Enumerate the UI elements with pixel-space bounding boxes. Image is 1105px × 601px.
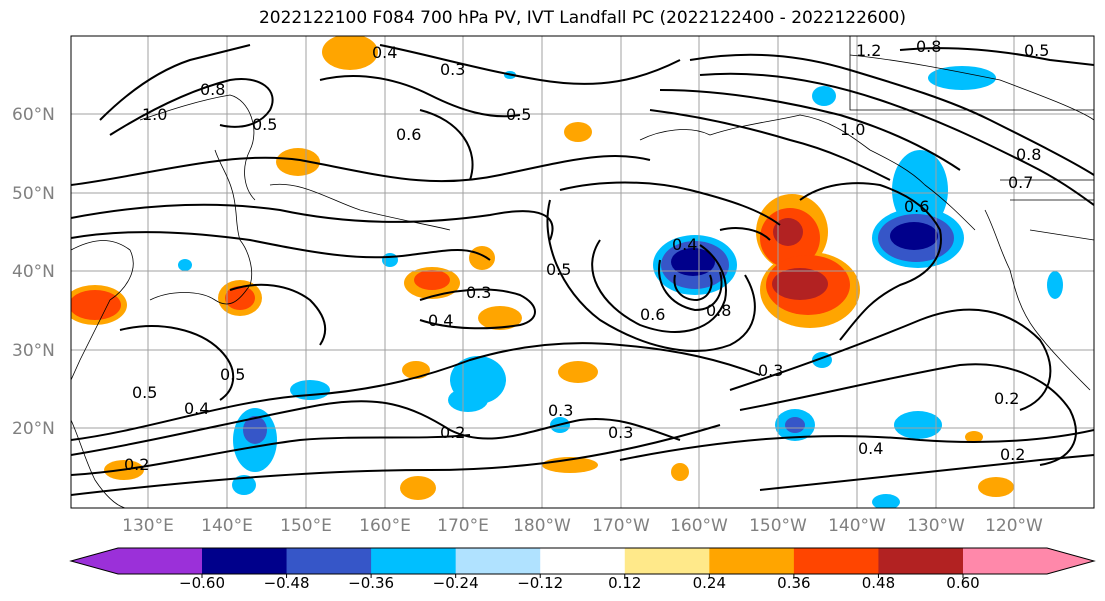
positive-anomaly-gulf bbox=[756, 194, 860, 328]
latitude-labels: 60°N 50°N 40°N 30°N 20°N bbox=[12, 105, 55, 439]
svg-text:0.3: 0.3 bbox=[440, 60, 465, 79]
svg-text:170°W: 170°W bbox=[592, 516, 650, 536]
svg-text:50°N: 50°N bbox=[12, 184, 55, 204]
svg-text:0.3: 0.3 bbox=[608, 423, 633, 442]
svg-text:0.2: 0.2 bbox=[994, 389, 1019, 408]
colorbar-tick-labels: −0.60 −0.48 −0.36 −0.24 −0.12 0.12 0.24 0.36 0.4… bbox=[179, 574, 980, 592]
svg-text:150°W: 150°W bbox=[749, 516, 807, 536]
svg-text:120°W: 120°W bbox=[985, 516, 1043, 536]
svg-text:20°N: 20°N bbox=[12, 419, 55, 439]
svg-text:0.4: 0.4 bbox=[858, 439, 883, 458]
svg-text:0.4: 0.4 bbox=[372, 43, 397, 62]
svg-text:0.2: 0.2 bbox=[1000, 445, 1025, 464]
svg-text:140°E: 140°E bbox=[201, 516, 253, 536]
svg-text:160°W: 160°W bbox=[670, 516, 728, 536]
positive-anomaly-west bbox=[71, 285, 127, 325]
colorbar-tick-label: 0.24 bbox=[693, 574, 726, 592]
colorbar-tick-label: 0.36 bbox=[777, 574, 810, 592]
colorbar-tick-label: −0.24 bbox=[433, 574, 479, 592]
svg-text:140°W: 140°W bbox=[828, 516, 886, 536]
positive-anomaly-central bbox=[104, 246, 1014, 500]
map-panel bbox=[71, 36, 1094, 508]
colorbar-bin bbox=[793, 548, 879, 574]
svg-text:0.4: 0.4 bbox=[428, 311, 453, 330]
svg-text:40°N: 40°N bbox=[12, 262, 55, 282]
svg-text:0.5: 0.5 bbox=[252, 115, 277, 134]
colorbar-tick-label: 0.48 bbox=[862, 574, 895, 592]
colorbar-bin bbox=[455, 548, 541, 574]
svg-text:1.0: 1.0 bbox=[142, 105, 167, 124]
svg-text:1.2: 1.2 bbox=[856, 41, 881, 60]
svg-text:180°W: 180°W bbox=[513, 516, 571, 536]
svg-text:0.4: 0.4 bbox=[672, 235, 697, 254]
svg-text:0.3: 0.3 bbox=[466, 283, 491, 302]
svg-text:0.5: 0.5 bbox=[546, 260, 571, 279]
svg-text:170°E: 170°E bbox=[437, 516, 489, 536]
colorbar-bin bbox=[540, 548, 626, 574]
svg-text:0.2: 0.2 bbox=[124, 455, 149, 474]
map-frame bbox=[70, 35, 1095, 509]
colorbar-bin bbox=[286, 548, 372, 574]
graticule bbox=[71, 36, 1094, 508]
svg-text:0.8: 0.8 bbox=[1016, 145, 1041, 164]
svg-text:0.3: 0.3 bbox=[758, 361, 783, 380]
svg-text:0.6: 0.6 bbox=[640, 305, 665, 324]
svg-text:130°E: 130°E bbox=[122, 516, 174, 536]
pv-contours bbox=[71, 44, 1094, 496]
svg-text:0.8: 0.8 bbox=[916, 37, 941, 56]
colorbar-tick-label: 0.12 bbox=[608, 574, 641, 592]
svg-text:1.0: 1.0 bbox=[840, 120, 865, 139]
svg-text:0.6: 0.6 bbox=[904, 197, 929, 216]
svg-text:0.8: 0.8 bbox=[200, 80, 225, 99]
svg-text:0.5: 0.5 bbox=[506, 105, 531, 124]
contour-labels: 0.4 0.3 0.5 1.2 0.8 0.5 0.8 1.0 0.5 0.6 … bbox=[124, 37, 1049, 474]
positive-anomaly-north bbox=[276, 36, 592, 176]
svg-text:0.4: 0.4 bbox=[184, 399, 209, 418]
svg-text:0.7: 0.7 bbox=[1008, 173, 1033, 192]
colorbar-bin bbox=[709, 548, 795, 574]
coastlines bbox=[71, 36, 1094, 508]
colorbar-bin bbox=[878, 548, 964, 574]
colorbar-extend-low bbox=[71, 548, 202, 574]
svg-text:0.2: 0.2 bbox=[440, 423, 465, 442]
longitude-labels: 130°E 140°E 150°E 160°E 170°E 180°W 170°… bbox=[122, 516, 1043, 536]
colorbar-tick-label: −0.48 bbox=[264, 574, 310, 592]
svg-text:30°N: 30°N bbox=[12, 341, 55, 361]
colorbar-outline bbox=[69, 547, 1096, 575]
svg-text:160°E: 160°E bbox=[359, 516, 411, 536]
svg-text:0.3: 0.3 bbox=[548, 401, 573, 420]
colorbar-bin bbox=[202, 548, 288, 574]
colorbar-extend-high bbox=[963, 548, 1094, 574]
map-title: 2022122100 F084 700 hPa PV, IVT Landfall… bbox=[258, 8, 906, 28]
colorbar-tick-label: 0.60 bbox=[946, 574, 979, 592]
svg-text:0.5: 0.5 bbox=[132, 383, 157, 402]
svg-text:0.5: 0.5 bbox=[220, 365, 245, 384]
svg-text:150°E: 150°E bbox=[280, 516, 332, 536]
negative-anomaly-coast bbox=[812, 66, 996, 268]
colorbar-tick-label: −0.12 bbox=[517, 574, 563, 592]
colorbar-bin bbox=[371, 548, 457, 574]
svg-text:0.8: 0.8 bbox=[706, 301, 731, 320]
svg-text:0.6: 0.6 bbox=[396, 125, 421, 144]
colorbar-tick-label: −0.36 bbox=[348, 574, 394, 592]
svg-text:130°W: 130°W bbox=[907, 516, 965, 536]
colorbar bbox=[69, 547, 1096, 575]
colorbar-bin bbox=[624, 548, 710, 574]
svg-text:0.5: 0.5 bbox=[1024, 41, 1049, 60]
svg-text:60°N: 60°N bbox=[12, 105, 55, 125]
colorbar-tick-label: −0.60 bbox=[179, 574, 225, 592]
